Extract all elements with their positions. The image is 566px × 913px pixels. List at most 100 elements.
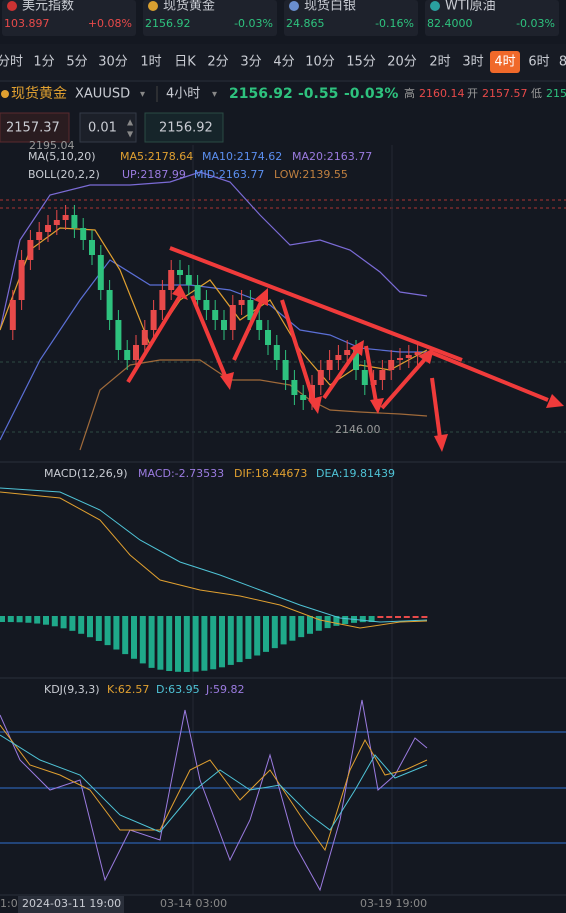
high-label: 高 <box>404 86 415 100</box>
date: 03-19 19:00 <box>360 897 427 910</box>
timeframe[interactable]: 5分 <box>66 55 87 70</box>
arrow <box>430 377 442 439</box>
boll-low: LOW:2139.55 <box>274 168 348 181</box>
dif: DIF:18.44673 <box>234 467 307 480</box>
timeframe[interactable]: 3时 <box>462 55 483 70</box>
arrowhead <box>308 396 322 414</box>
timeframe[interactable]: 1分 <box>33 55 54 70</box>
date: 1:0 <box>0 897 18 910</box>
ticker-icon <box>148 1 158 11</box>
timeframe[interactable]: 3分 <box>240 55 261 70</box>
candle-body <box>18 260 25 300</box>
period[interactable]: 4小时 <box>166 87 200 102</box>
symbol-name[interactable]: 现货黄金 <box>11 85 67 102</box>
timeframe[interactable]: 15分 <box>346 55 376 70</box>
candle-body <box>194 285 201 300</box>
macd-bar <box>219 616 225 668</box>
ticker-bar: 美元指数 103.897 +0.08% 现货黄金 2156.92 -0.03% 现货白银 24… <box>2 0 559 36</box>
boll-up: UP:2187.99 <box>122 168 186 181</box>
dea-line <box>0 487 428 623</box>
ticker-card[interactable] <box>284 0 418 36</box>
candle-body <box>282 360 289 380</box>
date-box <box>18 896 124 913</box>
ma-line <box>0 227 428 386</box>
timeframe[interactable]: 4时 <box>494 55 515 70</box>
ticker-price: 2156.92 <box>145 17 191 30</box>
boll-up <box>0 171 428 331</box>
macd-bar <box>139 616 146 664</box>
arrow <box>380 356 428 410</box>
timeframe[interactable]: 分时 <box>0 55 23 70</box>
macd-bar <box>60 616 67 629</box>
k-line <box>0 724 428 852</box>
max-label: 2195.04 <box>29 139 75 152</box>
timeframe[interactable]: 2时 <box>429 55 450 70</box>
timeframe[interactable]: 10分 <box>305 55 335 70</box>
timeframe[interactable]: 1时 <box>140 55 161 70</box>
ticker-card[interactable] <box>2 0 136 36</box>
macd-bar <box>51 616 58 627</box>
timeframe[interactable]: 20分 <box>387 55 417 70</box>
timeframe[interactable]: 4分 <box>273 55 294 70</box>
open-label: 开 <box>467 87 478 100</box>
candle-body <box>335 355 342 360</box>
timeframe[interactable]: 30分 <box>98 55 128 70</box>
macd-bar <box>25 616 32 623</box>
date: 03-14 03:00 <box>160 897 227 910</box>
macd-bar <box>78 616 85 634</box>
macd-bar <box>157 616 164 670</box>
ticker-change: -0.16% <box>375 17 414 30</box>
timeframe[interactable]: 2分 <box>207 55 228 70</box>
candle-body <box>159 290 166 310</box>
candle-body <box>265 330 271 345</box>
candle-body <box>45 225 51 232</box>
buy-box[interactable] <box>144 112 224 143</box>
order-inputs: 2157.37 0.01 ▲ ▼ 2156.92 <box>0 112 224 143</box>
boll-low <box>79 359 428 451</box>
spin-down[interactable]: ▼ <box>127 130 134 139</box>
lot-box[interactable] <box>79 112 137 143</box>
macd-bar <box>359 616 366 623</box>
j: J:59.82 <box>205 683 244 696</box>
ticker-card[interactable] <box>425 0 559 36</box>
candle-body <box>317 370 324 385</box>
ticker-change: -0.03% <box>516 17 555 30</box>
macd-bar <box>395 616 401 618</box>
sell-box[interactable] <box>0 112 70 143</box>
macd-bar <box>245 616 252 659</box>
timeframe[interactable]: 6时 <box>528 55 549 70</box>
dea: DEA:19.81439 <box>316 467 395 480</box>
candle-body <box>80 228 87 240</box>
kdj-title: KDJ(9,3,3) <box>44 683 100 696</box>
candle-body <box>414 352 421 355</box>
timeframe[interactable]: 日K <box>174 55 196 70</box>
ticker-icon <box>7 1 17 11</box>
timeframes: 分时 1分 5分 30分 1时 日K 2分 3分 4分 10分 15分 20分 2时 3时 4时 6时 8 <box>0 51 566 73</box>
macd-bar <box>201 616 208 671</box>
macd-bar <box>175 616 181 672</box>
low: 215 <box>546 87 566 100</box>
price: 2156.92 <box>229 86 293 102</box>
ticker-card[interactable] <box>143 0 277 36</box>
candle-body <box>388 360 395 370</box>
min-label: 2146.00 <box>335 423 381 436</box>
candle-body <box>247 300 254 320</box>
symbol-code[interactable]: XAUUSD <box>75 87 130 102</box>
d: D:63.95 <box>156 683 200 696</box>
timeframe[interactable]: 8 <box>559 55 566 70</box>
symbol-dot <box>1 90 9 98</box>
macd-bar <box>16 616 23 623</box>
candle-body <box>238 300 245 305</box>
macd-bar <box>412 616 419 618</box>
macd-bar <box>289 616 296 641</box>
macd-bar <box>342 616 349 625</box>
macd-bar <box>324 616 331 629</box>
macd-bar <box>34 616 41 624</box>
candle-body <box>185 275 192 285</box>
macd-bar <box>192 616 199 672</box>
arrow <box>429 350 549 402</box>
dif-line <box>0 491 428 629</box>
spin-up[interactable]: ▲ <box>127 118 134 127</box>
macd-bar <box>227 616 234 665</box>
